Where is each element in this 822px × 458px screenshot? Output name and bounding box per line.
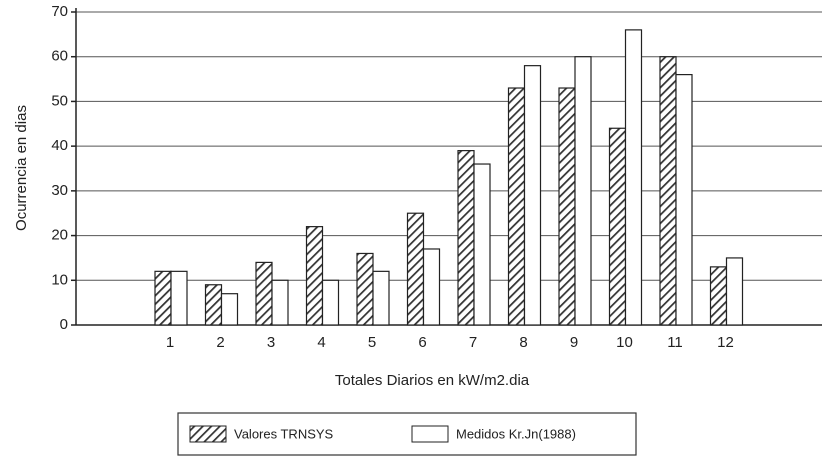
bar (356, 252, 374, 326)
y-tick-label: 40 (51, 137, 68, 154)
y-tick-label: 0 (60, 316, 68, 333)
y-tick-label: 10 (51, 271, 68, 288)
y-tick-label: 50 (51, 92, 68, 109)
bar (523, 65, 542, 326)
bar (457, 150, 475, 326)
bar (305, 226, 324, 326)
bar (204, 284, 223, 326)
bar (170, 270, 188, 326)
y-tick-label: 30 (51, 182, 68, 199)
legend-swatch (189, 425, 227, 443)
x-tick-label: 7 (469, 334, 477, 351)
bar (473, 163, 491, 326)
bar (558, 87, 576, 326)
x-tick-label: 5 (368, 334, 376, 351)
x-axis-label: Totales Diarios en kW/m2.dia (335, 372, 530, 389)
bar (220, 293, 239, 326)
legend-label: Medidos Kr.Jn(1988) (456, 426, 576, 441)
bar (321, 279, 340, 326)
bar (675, 73, 693, 326)
bar (422, 248, 441, 326)
x-tick-label: 3 (267, 334, 275, 351)
bar (608, 127, 627, 326)
bar (725, 257, 744, 326)
bar (255, 261, 273, 326)
bar (574, 56, 592, 326)
y-axis-label: Ocurrencia en dias (13, 105, 30, 231)
bar (154, 270, 172, 326)
x-tick-label: 9 (570, 334, 578, 351)
x-tick-label: 10 (616, 334, 633, 351)
x-tick-label: 2 (216, 334, 224, 351)
x-tick-label: 4 (317, 334, 325, 351)
bar (507, 87, 526, 326)
legend-label: Valores TRNSYS (234, 426, 334, 441)
bar (709, 266, 728, 326)
bar (372, 270, 390, 326)
bar (659, 56, 677, 326)
legend-box (177, 412, 637, 456)
x-tick-label: 6 (418, 334, 426, 351)
legend-swatch (411, 425, 449, 443)
x-tick-label: 11 (667, 334, 683, 351)
y-tick-label: 20 (51, 227, 68, 244)
bar (271, 279, 289, 326)
y-tick-label: 70 (51, 3, 68, 20)
x-tick-label: 1 (166, 334, 174, 351)
bar (624, 29, 643, 326)
y-tick-label: 60 (51, 48, 68, 65)
x-tick-label: 12 (717, 334, 734, 351)
bar (406, 212, 425, 326)
x-tick-label: 8 (519, 334, 527, 351)
